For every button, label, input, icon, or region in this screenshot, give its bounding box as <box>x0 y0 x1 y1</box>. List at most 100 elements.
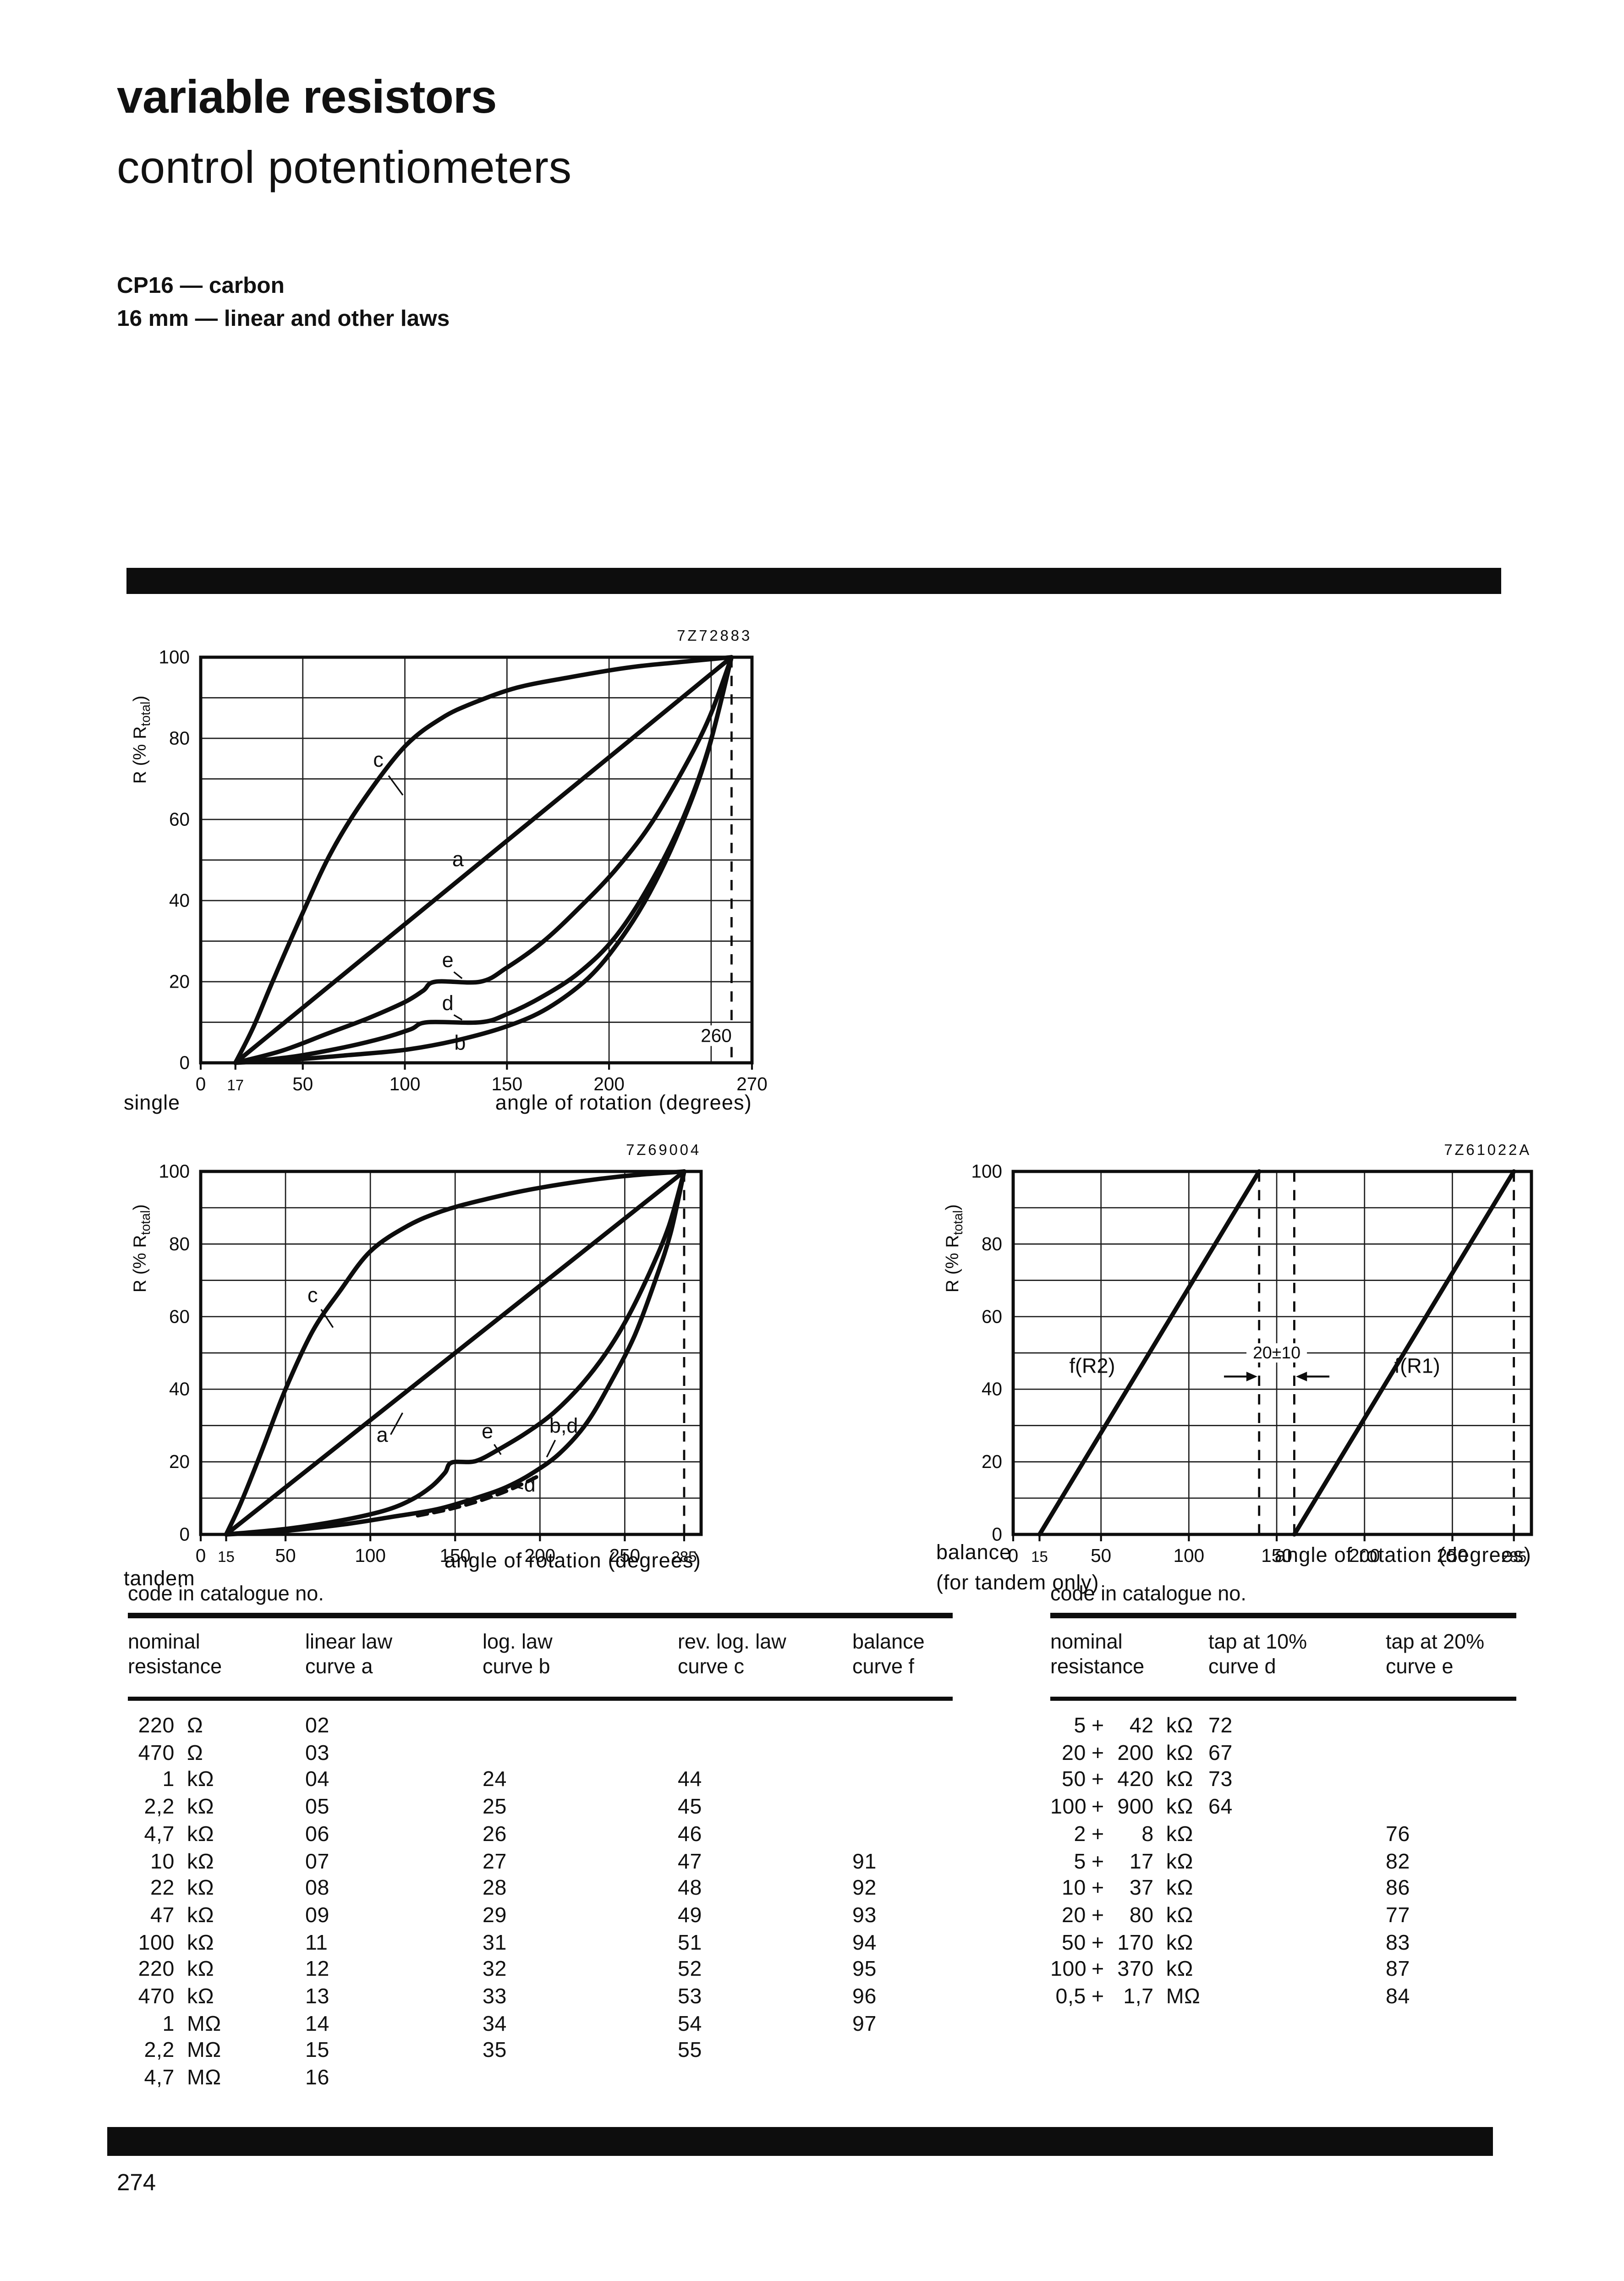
resistance-value-primary: 50 <box>1062 1769 1086 1792</box>
table-body: 5 +42 kΩ 72 20 +200 kΩ 67 50 +420 kΩ 73 100 +900 kΩ 64 2… <box>1050 1701 1516 2011</box>
y-axis-label: R (% Rtotal) <box>130 696 153 784</box>
table-standard-codes: nominal resistance linear law curve a log. l… <box>128 1613 953 2093</box>
resistance-value-secondary: 42 <box>1129 1715 1154 1738</box>
resistance-value: 4,7 <box>144 1823 175 1847</box>
single-law-curves-chart: a b c de 0 17 50 100 150 200 270 0 20 40 60 80 100 260 7Z7… <box>124 627 768 1114</box>
column-header: rev. log. law curve c <box>678 1630 852 1681</box>
x-tick-label: 150 <box>492 1073 523 1094</box>
resistance-unit: kΩ <box>187 1769 214 1792</box>
code-curve-d-cell <box>1208 1903 1386 1930</box>
resistance-unit: kΩ <box>187 1931 214 1955</box>
column-header-line2: curve d <box>1208 1655 1276 1679</box>
resistance-value-primary: 2 <box>1074 1823 1086 1847</box>
curve-label: a <box>452 847 464 871</box>
code-curve-e-cell: 84 <box>1386 1985 1410 2009</box>
resistance-value-secondary: 8 <box>1141 1823 1154 1847</box>
nominal-resistance-cell: 220 Ω <box>128 1713 305 1740</box>
column-header-line2: resistance <box>128 1655 222 1679</box>
nominal-resistance-cell: 22 kΩ <box>128 1876 305 1903</box>
resistance-value: 2,2 <box>144 1796 175 1819</box>
nominal-resistance-cell: 47 kΩ <box>128 1903 305 1930</box>
chart-caption-2: (for tandem only) <box>936 1571 1099 1594</box>
table-body: 220 Ω 02 470 Ω 03 1 kΩ 04 24 44 2,2 kΩ 05 25 45 4,7 kΩ 06 2… <box>128 1701 953 2093</box>
table-row: 20 +200 kΩ 67 <box>1050 1740 1516 1767</box>
code-curve-a-cell: 11 <box>305 1931 328 1955</box>
chart-caption: tandem <box>124 1566 195 1590</box>
plot-frame <box>199 655 754 1065</box>
resistance-value-primary: 5 <box>1074 1715 1086 1738</box>
curve-label: d <box>442 991 454 1015</box>
y-tick-label: 20 <box>169 1451 190 1472</box>
column-header: nominal resistance <box>1050 1630 1208 1681</box>
code-curve-d-cell <box>1208 1984 1386 2011</box>
column-header-line2: curve a <box>305 1655 373 1679</box>
column-header-line1: rev. log. law <box>678 1630 786 1654</box>
code-curve-b-cell: 29 <box>483 1904 507 1928</box>
resistance-value-secondary: 370 <box>1117 1958 1154 1982</box>
resistance-unit: kΩ <box>187 1877 214 1901</box>
curve-label: d <box>524 1473 536 1496</box>
annotation-arrowhead <box>1296 1371 1307 1381</box>
plus-sign: + <box>1092 1958 1104 1982</box>
code-curve-e-cell: 83 <box>1386 1931 1410 1955</box>
code-curve-b-cell: 34 <box>483 2012 507 2036</box>
model-name: CP16 — carbon <box>117 274 285 298</box>
column-header-line2: curve f <box>852 1655 915 1679</box>
curve-c <box>233 655 734 1065</box>
resistance-unit: MΩ <box>187 2039 221 2063</box>
resistance-unit: MΩ <box>187 2012 221 2036</box>
table-row: 5 +17 kΩ 82 <box>1050 1849 1516 1876</box>
page-title: variable resistors <box>117 71 497 124</box>
x-tick-label: 285 <box>671 1548 697 1565</box>
code-curve-a-cell: 15 <box>305 2039 329 2063</box>
curve-d <box>233 655 734 1065</box>
curve-label: f(R1) <box>1394 1354 1440 1378</box>
code-curve-e-cell <box>1386 1740 1516 1767</box>
curve-label: a <box>377 1423 389 1446</box>
curve-label: f(R2) <box>1070 1354 1115 1378</box>
resistance-value-primary: 5 <box>1074 1850 1086 1874</box>
nominal-resistance-cell: 20 +80 kΩ <box>1050 1903 1208 1930</box>
code-curve-d-cell: 67 <box>1208 1742 1233 1765</box>
curve-label-leader <box>320 1309 334 1328</box>
code-curve-f-cell: 96 <box>852 1985 877 2009</box>
nominal-resistance-cell: 4,7 MΩ <box>128 2065 305 2092</box>
page-number: 274 <box>117 2170 156 2196</box>
code-curve-d-cell: 72 <box>1208 1715 1233 1738</box>
y-tick-label: 80 <box>169 1233 190 1254</box>
resistance-unit: kΩ <box>187 1958 214 1982</box>
code-curve-c-cell <box>678 1713 852 1740</box>
y-tick-label: 80 <box>982 1233 1002 1254</box>
table-tapped-codes: nominal resistance tap at 10% curve d tap at… <box>1050 1613 1516 2011</box>
table-row: 22 kΩ 08 28 48 92 <box>128 1876 953 1903</box>
y-axis-label: R (% Rtotal) <box>130 1204 153 1293</box>
code-curve-a-cell: 12 <box>305 1958 329 1982</box>
curve-d <box>416 1473 542 1518</box>
code-curve-c-cell: 53 <box>678 1985 702 2009</box>
code-curve-f-cell: 97 <box>852 2012 877 2036</box>
plus-sign: + <box>1092 1985 1104 2009</box>
x-tick-label: 15 <box>1031 1548 1048 1565</box>
nominal-resistance-cell: 50 +420 kΩ <box>1050 1767 1208 1794</box>
curve-e <box>233 655 734 1065</box>
code-curve-d-cell: 73 <box>1208 1769 1233 1792</box>
column-header-line2: curve b <box>483 1655 550 1679</box>
resistance-unit: kΩ <box>187 1823 214 1847</box>
annotation-arrowhead <box>1246 1371 1257 1381</box>
table-row: 1 kΩ 04 24 44 <box>128 1767 953 1794</box>
code-curve-c-cell: 49 <box>678 1904 702 1928</box>
nominal-resistance-cell: 220 kΩ <box>128 1957 305 1984</box>
code-curve-c-cell: 44 <box>678 1769 702 1792</box>
resistance-unit: MΩ <box>1166 1985 1201 2009</box>
nominal-resistance-cell: 0,5 +1,7 MΩ <box>1050 1984 1208 2011</box>
code-curve-c-cell: 48 <box>678 1877 702 1901</box>
y-tick-label: 40 <box>169 890 190 911</box>
code-curve-b-cell <box>483 2065 678 2092</box>
catalogue-code-label-left: code in catalogue no. <box>128 1583 324 1606</box>
x-tick-label: 200 <box>593 1073 625 1094</box>
nominal-resistance-cell: 4,7 kΩ <box>128 1821 305 1848</box>
x-tick-label: 0 <box>1008 1545 1019 1566</box>
resistance-unit: kΩ <box>1166 1823 1194 1847</box>
nominal-resistance-cell: 100 +370 kΩ <box>1050 1957 1208 1984</box>
